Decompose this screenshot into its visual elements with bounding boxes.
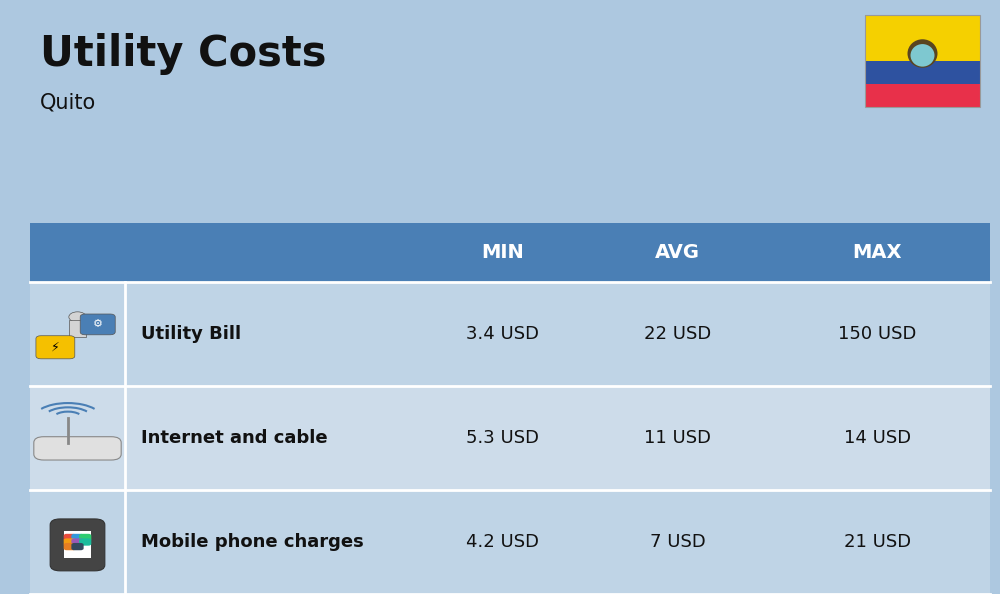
Ellipse shape (69, 312, 86, 322)
FancyBboxPatch shape (64, 534, 76, 541)
Text: Internet and cable: Internet and cable (141, 429, 328, 447)
Text: 11 USD: 11 USD (644, 429, 711, 447)
FancyBboxPatch shape (71, 543, 84, 550)
Text: 21 USD: 21 USD (844, 533, 911, 551)
FancyBboxPatch shape (64, 543, 76, 550)
Text: Quito: Quito (40, 92, 96, 112)
Text: 150 USD: 150 USD (838, 325, 917, 343)
FancyBboxPatch shape (30, 386, 990, 490)
FancyBboxPatch shape (50, 519, 105, 571)
FancyBboxPatch shape (71, 538, 84, 546)
FancyBboxPatch shape (865, 84, 980, 107)
Text: Utility Costs: Utility Costs (40, 33, 326, 75)
Text: 14 USD: 14 USD (844, 429, 911, 447)
Text: ⚡: ⚡ (51, 341, 60, 354)
FancyBboxPatch shape (865, 15, 980, 61)
FancyBboxPatch shape (69, 320, 86, 337)
Text: MAX: MAX (853, 243, 902, 262)
Text: 5.3 USD: 5.3 USD (466, 429, 539, 447)
FancyBboxPatch shape (71, 534, 84, 541)
FancyBboxPatch shape (36, 336, 75, 359)
Text: 22 USD: 22 USD (644, 325, 711, 343)
FancyBboxPatch shape (64, 538, 76, 546)
FancyBboxPatch shape (80, 314, 115, 335)
Text: MIN: MIN (481, 243, 524, 262)
Ellipse shape (908, 39, 938, 68)
FancyBboxPatch shape (79, 534, 91, 541)
Ellipse shape (910, 44, 934, 67)
Text: Utility Bill: Utility Bill (141, 325, 241, 343)
FancyBboxPatch shape (30, 490, 990, 594)
FancyBboxPatch shape (34, 437, 121, 460)
FancyBboxPatch shape (30, 282, 990, 386)
Text: 3.4 USD: 3.4 USD (466, 325, 539, 343)
FancyBboxPatch shape (79, 538, 91, 546)
Text: ⚙: ⚙ (93, 320, 103, 330)
Text: Mobile phone charges: Mobile phone charges (141, 533, 364, 551)
FancyBboxPatch shape (30, 223, 990, 282)
FancyBboxPatch shape (64, 530, 91, 558)
Text: 4.2 USD: 4.2 USD (466, 533, 539, 551)
Text: 7 USD: 7 USD (650, 533, 705, 551)
FancyBboxPatch shape (865, 61, 980, 84)
Text: AVG: AVG (655, 243, 700, 262)
